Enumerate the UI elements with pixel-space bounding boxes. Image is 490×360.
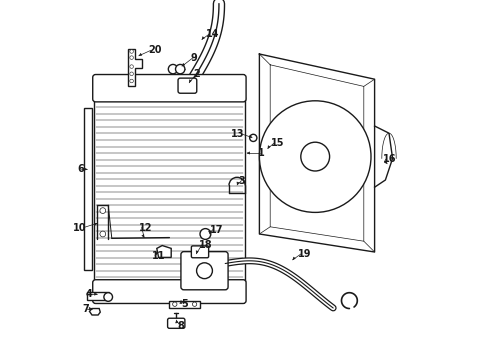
FancyBboxPatch shape [168, 318, 185, 328]
Text: 7: 7 [83, 303, 90, 314]
Circle shape [172, 302, 177, 306]
Bar [94, 97, 245, 281]
Bar [87, 292, 109, 300]
Text: 3: 3 [239, 176, 245, 186]
Text: 2: 2 [194, 69, 200, 79]
Bar [84, 108, 92, 270]
Polygon shape [157, 246, 171, 257]
Text: 5: 5 [181, 299, 188, 309]
Circle shape [196, 263, 213, 279]
FancyBboxPatch shape [93, 280, 246, 303]
FancyBboxPatch shape [181, 252, 228, 290]
Circle shape [100, 208, 106, 213]
Circle shape [130, 50, 133, 53]
FancyBboxPatch shape [192, 246, 209, 258]
Text: 12: 12 [139, 222, 152, 233]
Circle shape [259, 101, 371, 212]
Text: 17: 17 [210, 225, 223, 235]
Text: 8: 8 [177, 321, 184, 331]
Polygon shape [90, 309, 100, 315]
FancyBboxPatch shape [178, 78, 197, 93]
Text: 11: 11 [152, 251, 166, 261]
Text: 18: 18 [199, 240, 213, 250]
Text: 4: 4 [85, 289, 92, 299]
Circle shape [301, 142, 330, 171]
Circle shape [130, 72, 133, 76]
Text: 10: 10 [73, 222, 87, 233]
Text: 16: 16 [383, 154, 396, 164]
Polygon shape [128, 49, 143, 86]
Text: 15: 15 [271, 138, 284, 148]
Circle shape [104, 293, 113, 301]
Circle shape [175, 64, 185, 74]
Text: 13: 13 [231, 129, 245, 139]
Circle shape [200, 229, 211, 239]
Text: 1: 1 [258, 148, 264, 158]
Circle shape [250, 134, 257, 141]
Circle shape [130, 79, 133, 83]
Circle shape [193, 302, 197, 306]
Text: 9: 9 [190, 53, 197, 63]
Circle shape [100, 231, 106, 237]
Text: 14: 14 [206, 29, 220, 39]
Circle shape [169, 64, 178, 74]
Bar [170, 301, 200, 308]
Text: 19: 19 [298, 249, 312, 259]
Circle shape [130, 65, 133, 68]
FancyBboxPatch shape [93, 75, 246, 102]
Text: 20: 20 [148, 45, 161, 55]
Circle shape [130, 56, 133, 59]
Text: 6: 6 [77, 164, 84, 174]
